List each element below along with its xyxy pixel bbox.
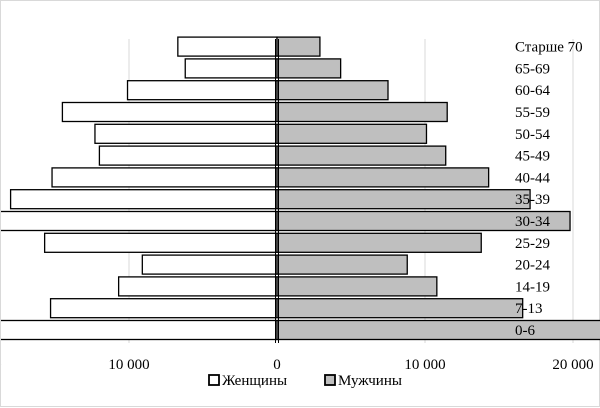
bar-female (61, 101, 278, 123)
bar-female (94, 123, 278, 144)
bar-female (184, 58, 278, 79)
bar-male (276, 189, 531, 210)
bar-male (276, 254, 408, 275)
category-label: 65-69 (515, 61, 550, 77)
x-tick-label: 20 000 (1, 357, 2, 373)
category-label: 7-13 (515, 301, 543, 317)
x-tick-label: 10 000 (108, 357, 149, 373)
x-tick-label: 20 000 (552, 357, 593, 373)
bar-female (126, 80, 278, 101)
category-label: 14-19 (515, 279, 550, 295)
bar-male (276, 80, 389, 101)
bar-female (49, 298, 278, 319)
axis (275, 39, 279, 343)
category-label: 35-39 (515, 192, 550, 208)
x-tick-label: 10 000 (404, 357, 445, 373)
category-label: 50-54 (515, 127, 550, 143)
legend-swatch (324, 374, 336, 386)
bar-male (276, 276, 438, 297)
bar-male (276, 36, 321, 57)
bar-male (276, 210, 571, 232)
bar-female (177, 36, 278, 57)
category-label: 0-6 (515, 323, 535, 339)
bar-male (276, 167, 490, 188)
x-tick-label: 0 (273, 357, 281, 373)
bar-male (276, 319, 600, 341)
category-label: 60-64 (515, 83, 550, 99)
category-label: 20-24 (515, 258, 550, 274)
bar-female (141, 254, 278, 275)
category-label: Старше 70 (515, 40, 583, 56)
category-label: 40-44 (515, 170, 550, 186)
bar-female (43, 232, 278, 253)
bar-male (276, 123, 428, 144)
bar-female (1, 319, 278, 341)
legend-item: Мужчины (324, 373, 402, 389)
bar-female (9, 189, 278, 210)
category-label: 25-29 (515, 236, 550, 252)
bars (1, 36, 600, 341)
category-label: 45-49 (515, 149, 550, 165)
legend-swatch (208, 374, 220, 386)
bar-female (51, 167, 278, 188)
bar-male (276, 145, 447, 166)
category-labels: 0-6 7-13 14-19 20-24 25-29 30-34 35-39 40-44 45-… (515, 40, 583, 339)
bar-female (98, 145, 278, 166)
bar-male (276, 101, 448, 123)
legend-item: Женщины (208, 373, 287, 389)
legend-label: Мужчины (338, 373, 402, 389)
bar-male (276, 298, 524, 319)
bar-male (276, 232, 482, 253)
bar-female (1, 210, 278, 232)
legend-label: Женщины (222, 373, 287, 389)
category-label: 55-59 (515, 105, 550, 121)
legend: Женщины Мужчины (208, 373, 402, 389)
bar-female (117, 276, 278, 297)
category-label: 30-34 (515, 214, 550, 230)
bar-male (276, 58, 342, 79)
